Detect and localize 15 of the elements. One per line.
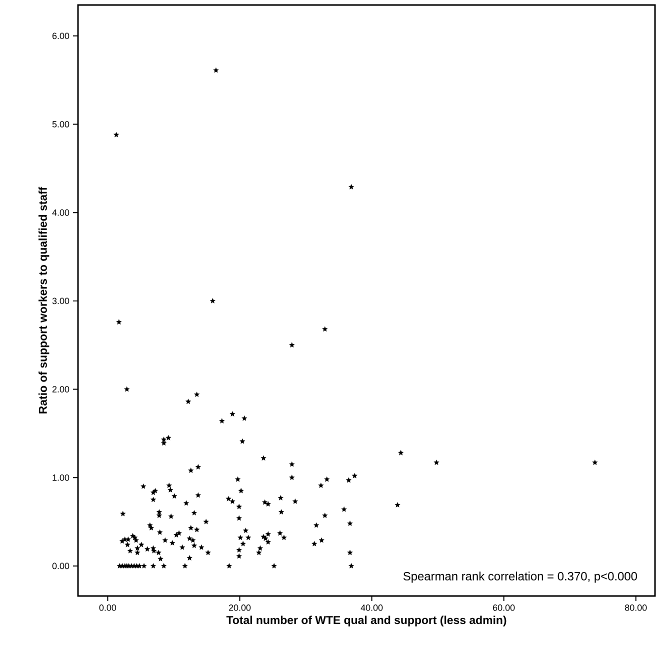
- x-tick-label: 60.00: [493, 604, 515, 611]
- y-tick-label: 4.00: [52, 209, 70, 216]
- x-tick-label: 0.00: [99, 604, 116, 611]
- y-tick-label: 1.00: [52, 474, 70, 481]
- y-tick-label: 3.00: [52, 298, 70, 304]
- x-tick-label: 20.00: [228, 604, 251, 611]
- annotation: Spearman rank correlation = 0.370, p<0.000: [403, 572, 637, 583]
- y-tick-label: 2.00: [52, 386, 70, 392]
- x-axis-title: Total number of WTE qual and support (less admin): [226, 616, 506, 626]
- x-tick-label: 40.00: [360, 604, 383, 611]
- y-tick-label: 5.00: [52, 121, 70, 128]
- y-tick-label: 0.00: [52, 562, 70, 570]
- y-axis-title: Ratio of support workers to qualified staff: [38, 186, 50, 414]
- y-tick-label: 6.00: [52, 32, 70, 40]
- x-tick-label: 80.00: [625, 604, 647, 611]
